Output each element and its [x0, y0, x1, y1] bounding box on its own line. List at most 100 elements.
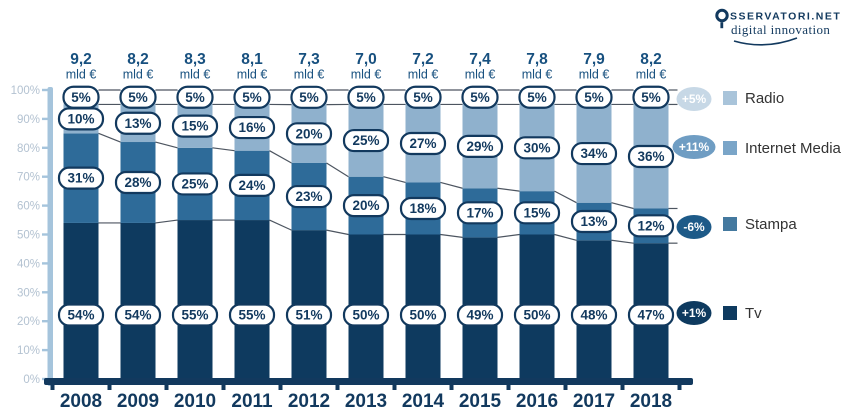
connector-line — [326, 162, 349, 178]
segment-label-pill — [114, 111, 162, 135]
segment-label: 50% — [352, 308, 379, 323]
total-unit-label: mld € — [408, 68, 439, 82]
x-axis-tick — [506, 384, 511, 390]
segment-label-pill — [228, 303, 276, 327]
segment-label: 34% — [580, 146, 607, 161]
segment-label: 47% — [637, 308, 664, 323]
segment-label-pill — [456, 201, 504, 225]
total-unit-label: mld € — [522, 68, 553, 82]
segment-label: 5% — [242, 90, 262, 105]
segment-label: 48% — [580, 308, 607, 323]
year-label: 2011 — [231, 391, 273, 412]
segment-label-pill — [233, 85, 271, 109]
brand-swoosh — [733, 37, 798, 46]
segment-label-pill — [632, 85, 670, 109]
segment-label-pill — [57, 303, 105, 327]
segment-label-pill — [399, 303, 447, 327]
segment-label-pill — [285, 184, 333, 209]
y-axis-tick — [42, 117, 48, 121]
segment-label: 29% — [466, 139, 493, 154]
connector-line — [554, 190, 577, 204]
connector-line — [326, 229, 349, 236]
legend-swatch-radio — [723, 91, 737, 105]
connector-line — [155, 141, 178, 149]
brand-tagline: digital innovation — [731, 22, 830, 37]
segment-label-pill — [570, 209, 618, 234]
segment-label: 25% — [181, 177, 208, 192]
connector-line — [497, 187, 520, 192]
trend-badge-stampa — [676, 215, 712, 239]
segment-label-pill — [627, 144, 675, 169]
x-axis-tick — [392, 384, 397, 390]
trend-badge-label: +1% — [682, 306, 707, 320]
y-axis-tick — [42, 233, 48, 236]
segment-label: 5% — [299, 90, 319, 105]
segment-label: 18% — [409, 201, 436, 216]
trend-badge-label: +11% — [679, 140, 710, 154]
legend-label: Stampa — [745, 216, 797, 233]
connector-line — [155, 219, 178, 224]
year-label: 2008 — [60, 391, 102, 412]
total-value-label: 7,9 — [583, 51, 605, 68]
connector-line — [611, 202, 634, 210]
segment-label-pill — [285, 303, 333, 327]
y-tick-label: 70% — [17, 172, 40, 184]
segment-label: 50% — [409, 308, 436, 323]
segment-label-pill — [342, 128, 390, 153]
connector-line — [269, 150, 292, 164]
segment-label: 54% — [67, 308, 94, 323]
year-label: 2018 — [630, 391, 672, 412]
trend-badge-internet-media — [672, 135, 716, 159]
segment-label: 24% — [238, 178, 265, 193]
segment-label-pill — [347, 85, 385, 109]
legend-label: Internet Media — [745, 140, 842, 157]
y-tick-label: 0% — [23, 374, 40, 386]
trend-badge-radio — [676, 87, 712, 111]
bar-segment-tv — [234, 220, 270, 379]
brand-logo: SSERVATORI.NET digital innovation — [713, 5, 845, 53]
segment-label: 5% — [527, 90, 547, 105]
segment-label: 54% — [124, 308, 151, 323]
segment-label-pill — [575, 85, 613, 109]
total-unit-label: mld € — [636, 68, 667, 82]
y-axis-tick — [42, 175, 48, 178]
y-axis-tick — [42, 348, 48, 352]
segment-label-pill — [171, 114, 219, 138]
segment-label-pill — [57, 166, 105, 190]
legend-swatch-tv — [723, 306, 737, 320]
segment-label: 12% — [637, 218, 664, 233]
segment-label-pill — [62, 85, 100, 109]
year-label: 2012 — [288, 391, 330, 412]
trend-badge-tv — [676, 301, 712, 325]
bar-segment-tv — [63, 222, 99, 379]
connector-line — [554, 233, 577, 241]
segment-label: 5% — [356, 90, 376, 105]
segment-label-pill — [456, 134, 504, 158]
segment-label: 5% — [470, 90, 490, 105]
segment-label: 5% — [71, 90, 91, 105]
x-axis-tick — [164, 384, 169, 390]
y-axis-tick — [42, 146, 48, 149]
legend-swatch-internet-media — [723, 141, 737, 155]
y-axis-tick — [42, 291, 48, 294]
connector-line — [269, 219, 292, 231]
year-label: 2010 — [174, 391, 216, 412]
segment-label: 31% — [67, 171, 94, 186]
segment-label-pill — [285, 122, 333, 146]
segment-label: 16% — [238, 120, 265, 135]
segment-label: 5% — [128, 90, 148, 105]
segment-label-pill — [399, 131, 447, 156]
segment-label: 49% — [466, 308, 493, 323]
segment-label-pill — [171, 303, 219, 327]
year-label: 2013 — [345, 391, 387, 412]
segment-label-pill — [114, 170, 162, 195]
y-axis-tick — [42, 88, 48, 92]
y-tick-label: 20% — [17, 316, 40, 328]
segment-label-pill — [570, 141, 618, 166]
total-unit-label: mld € — [123, 68, 154, 82]
x-axis-tick — [449, 384, 454, 390]
segment-label: 17% — [466, 205, 493, 220]
segment-label-pill — [404, 85, 442, 109]
